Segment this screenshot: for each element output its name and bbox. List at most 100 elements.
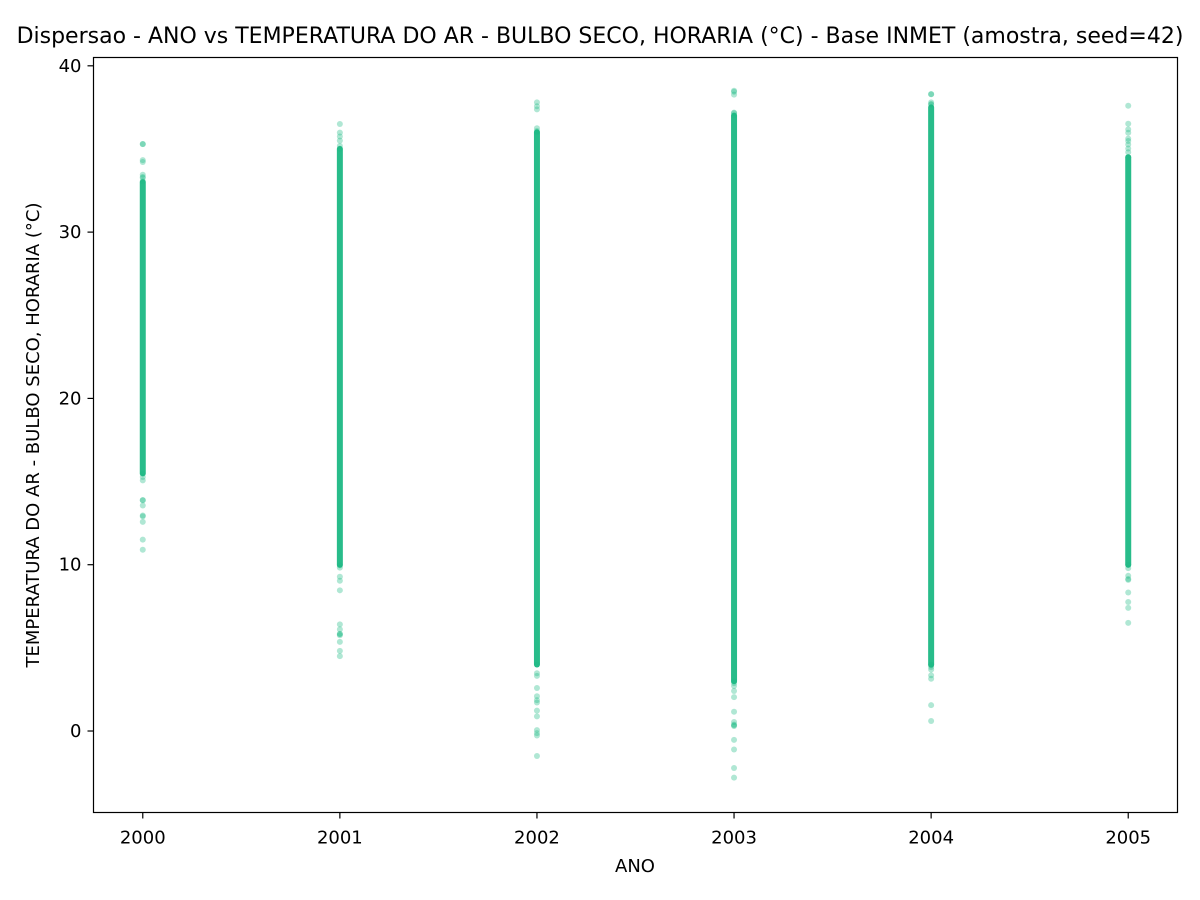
- data-point: [1125, 135, 1132, 142]
- data-point: [139, 140, 146, 147]
- data-point: [533, 727, 540, 734]
- data-point: [336, 577, 343, 584]
- data-point: [1125, 565, 1132, 572]
- data-points: [139, 87, 1132, 781]
- data-point: [731, 688, 738, 695]
- data-point: [928, 661, 935, 668]
- data-point: [139, 512, 146, 519]
- year-point-column: [139, 140, 146, 553]
- data-point: [533, 707, 540, 714]
- data-point: [928, 101, 935, 108]
- data-point: [533, 106, 540, 113]
- data-point: [1125, 561, 1132, 568]
- data-point: [533, 697, 540, 704]
- year-point-column: [1125, 102, 1132, 626]
- data-point: [731, 694, 738, 701]
- data-point: [928, 672, 935, 679]
- y-axis: 0 10 20 30 40: [59, 56, 94, 742]
- x-tick-label: 2000: [120, 828, 166, 849]
- data-point: [139, 171, 146, 178]
- data-point: [731, 736, 738, 743]
- data-point: [731, 680, 738, 687]
- data-point: [139, 174, 146, 181]
- data-point: [731, 678, 738, 685]
- data-point: [1125, 154, 1132, 161]
- data-point: [336, 621, 343, 628]
- y-tick-label: 30: [59, 222, 82, 243]
- data-point: [533, 685, 540, 692]
- data-point: [731, 87, 738, 94]
- data-point: [139, 502, 146, 509]
- data-point: [1125, 604, 1132, 611]
- data-point: [533, 732, 540, 739]
- data-point: [139, 513, 146, 520]
- data-point: [533, 730, 540, 737]
- data-point: [139, 477, 146, 484]
- data-point: [336, 121, 343, 128]
- data-point: [1125, 576, 1132, 583]
- data-point: [1125, 589, 1132, 596]
- data-point: [1125, 149, 1132, 156]
- data-point: [336, 562, 343, 569]
- data-point: [731, 91, 738, 98]
- data-point: [731, 723, 738, 730]
- y-axis-label: TEMPERATURA DO AR - BULBO SECO, HORARIA …: [23, 202, 44, 668]
- data-point: [731, 112, 738, 119]
- data-point: [336, 137, 343, 144]
- plot-frame: [92, 56, 1179, 814]
- data-point: [139, 473, 146, 480]
- data-point: [533, 693, 540, 700]
- data-point: [928, 91, 935, 98]
- data-point: [336, 564, 343, 571]
- data-point: [1125, 619, 1132, 626]
- data-point: [533, 661, 540, 668]
- data-point: [533, 128, 540, 135]
- data-point: [336, 573, 343, 580]
- data-point: [1125, 599, 1132, 606]
- y-tick-label: 0: [70, 721, 81, 742]
- data-point: [1125, 145, 1132, 152]
- data-point: [731, 718, 738, 725]
- y-tick-label: 20: [59, 388, 82, 409]
- data-point: [731, 774, 738, 781]
- data-point: [139, 497, 146, 504]
- data-point: [139, 546, 146, 553]
- data-point: [731, 721, 738, 728]
- data-point: [533, 129, 540, 136]
- data-point: [731, 682, 738, 689]
- data-point: [731, 110, 738, 117]
- data-point: [336, 631, 343, 638]
- x-axis: 2000 2001 2002 2003 2004 2005: [120, 812, 1151, 849]
- data-point: [139, 518, 146, 525]
- data-point: [336, 142, 343, 149]
- data-point: [336, 145, 343, 152]
- data-point: [139, 497, 146, 504]
- data-point: [1125, 102, 1132, 109]
- data-point: [1125, 120, 1132, 127]
- year-point-column: [928, 91, 935, 725]
- data-point: [731, 722, 738, 729]
- x-axis-label: ANO: [615, 856, 655, 877]
- data-point: [139, 157, 146, 164]
- data-point: [139, 470, 146, 477]
- data-point: [533, 125, 540, 132]
- year-point-column: [533, 99, 540, 759]
- data-point: [928, 101, 935, 108]
- data-point: [1125, 572, 1132, 579]
- data-point: [928, 91, 935, 98]
- data-point: [139, 141, 146, 148]
- data-point: [533, 672, 540, 679]
- x-tick-label: 2004: [908, 828, 954, 849]
- data-point: [336, 133, 343, 140]
- x-tick-label: 2001: [317, 828, 363, 849]
- y-tick-label: 40: [59, 56, 82, 77]
- data-point: [336, 129, 343, 136]
- data-point: [336, 638, 343, 645]
- data-point: [139, 178, 146, 185]
- data-point: [533, 103, 540, 110]
- data-point: [928, 666, 935, 673]
- data-point: [139, 174, 146, 181]
- data-point: [731, 746, 738, 753]
- year-point-column: [336, 121, 343, 660]
